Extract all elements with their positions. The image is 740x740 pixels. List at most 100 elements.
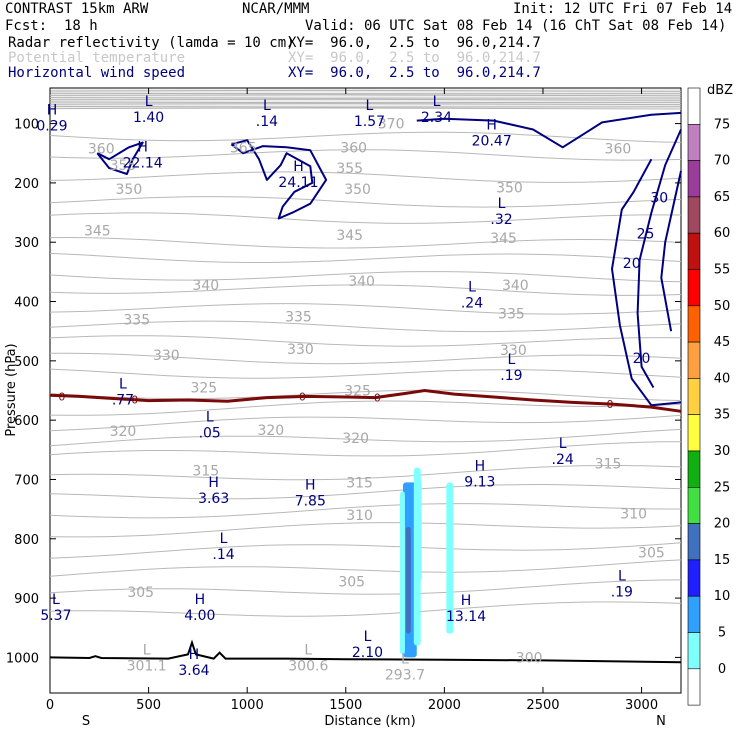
colorbar-swatch	[687, 559, 701, 597]
y-tick-label: 800	[14, 533, 39, 548]
theta-contour	[49, 271, 682, 283]
theta-label: 360	[340, 140, 367, 156]
theta-contour	[49, 368, 682, 379]
field-wind-xy: XY= 96.0, 2.5 to 96.0,214.7	[288, 65, 541, 81]
theta-contour	[49, 101, 682, 104]
colorbar-level: 45	[714, 335, 731, 350]
y-tick-label: 900	[14, 592, 39, 607]
colorbar-level: 5	[718, 626, 726, 641]
x-tick-label: 2500	[526, 698, 559, 713]
wind-contour-label: 20	[623, 256, 641, 272]
extremum-marker: L	[366, 98, 374, 114]
theta-label: 345	[336, 228, 363, 244]
header-fcst-label: Fcst:	[5, 18, 48, 34]
extremum-value: 0.29	[36, 119, 67, 135]
header-model: CONTRAST 15km ARW	[5, 1, 149, 17]
theta-contour	[49, 284, 682, 296]
theta-contour	[49, 483, 682, 500]
colorbar-level: 30	[714, 444, 731, 459]
theta-contour	[49, 92, 682, 95]
theta-label: 330	[500, 343, 527, 359]
header-valid: Valid: 06 UTC Sat 08 Feb 14 (16 ChT Sat …	[305, 18, 727, 34]
extremum-marker: L	[263, 98, 271, 114]
extremum-marker: L	[143, 642, 151, 658]
wind-speed-contour	[660, 170, 682, 332]
extremum-marker: L	[618, 568, 626, 584]
reflectivity-echo	[405, 526, 411, 634]
x-tick-label: 500	[136, 698, 161, 713]
theta-label: 335	[123, 312, 150, 328]
colorbar-unit: dBZ	[707, 83, 733, 98]
colorbar-level: 60	[714, 226, 731, 241]
extremum-marker: H	[461, 593, 472, 609]
extremum-marker: H	[475, 459, 486, 475]
theta-contour	[49, 196, 682, 208]
theta-label: 360	[605, 142, 632, 158]
theta-label: 345	[84, 223, 111, 239]
theta-label: 360	[88, 142, 115, 158]
extremum-value: .32	[490, 212, 512, 228]
extremum-marker: L	[206, 409, 214, 425]
colorbar-swatch	[687, 196, 701, 234]
extremum-value: 13.14	[446, 609, 486, 625]
x-tick-label: 2000	[428, 698, 461, 713]
theta-contour	[49, 107, 682, 110]
theta-contour	[49, 542, 682, 559]
theta-label: 355	[110, 158, 137, 174]
extremum-marker: H	[305, 478, 316, 494]
colorbar-swatch	[687, 595, 701, 633]
theta-contour	[49, 559, 682, 577]
reflectivity-echo	[400, 491, 405, 655]
extremum-value: .14	[212, 547, 234, 563]
colorbar-swatch	[687, 87, 701, 125]
y-tick-label: 400	[14, 296, 39, 311]
theta-label: 335	[285, 309, 312, 325]
extremum-marker: L	[304, 642, 312, 658]
extremum-marker: H	[195, 592, 206, 608]
theta-label: 345	[490, 231, 517, 247]
theta-label: 305	[638, 545, 665, 561]
colorbar-level: 70	[714, 154, 731, 169]
wind-speed-contour	[611, 158, 682, 407]
extremum-marker: L	[119, 377, 127, 393]
theta-label: 310	[620, 506, 647, 522]
colorbar-swatch	[687, 378, 701, 415]
theta-contour	[49, 414, 682, 432]
field-theta-xy: XY= 96.0, 2.5 to 96.0,214.7	[288, 50, 541, 66]
colorbar-level: 50	[714, 299, 731, 314]
reflectivity-echo	[418, 479, 422, 581]
extremum-value: .77	[112, 393, 134, 409]
theta-contour	[49, 98, 682, 101]
extremum-value: 1.40	[133, 110, 164, 126]
y-tick-label: 200	[14, 177, 39, 192]
theta-contour	[49, 103, 682, 106]
colorbar-swatch	[687, 269, 701, 307]
freezing-level-line	[49, 388, 682, 413]
x-tick-label: 1000	[231, 698, 264, 713]
theta-label: 340	[192, 278, 219, 294]
theta-label: 335	[498, 306, 525, 322]
theta-label: 350	[344, 182, 371, 198]
extremum-value: 3.63	[198, 491, 229, 507]
extremum-marker: H	[189, 647, 200, 663]
colorbar-swatch	[687, 124, 701, 161]
theta-label: 325	[344, 384, 371, 400]
theta-label: 320	[110, 424, 137, 440]
theta-label: 325	[190, 381, 217, 397]
theta-label: 350	[116, 182, 143, 198]
header-init: Init: 12 UTC Fri 07 Feb 14	[513, 1, 733, 17]
extremum-value: 24.11	[278, 175, 318, 191]
theta-contour	[49, 131, 682, 143]
x-end-north: N	[656, 714, 666, 729]
x-tick-label: 0	[46, 698, 54, 713]
theta-contour	[49, 212, 682, 224]
theta-contour	[49, 97, 682, 99]
extremum-value: 2.10	[352, 645, 383, 661]
header-org: NCAR/MMM	[242, 1, 310, 17]
extremum-value: 300.6	[288, 658, 328, 674]
extremum-value: 301.1	[127, 658, 167, 674]
colorbar-level: 40	[714, 371, 731, 386]
theta-contour	[50, 352, 682, 365]
wind-speed-contour	[636, 129, 682, 388]
